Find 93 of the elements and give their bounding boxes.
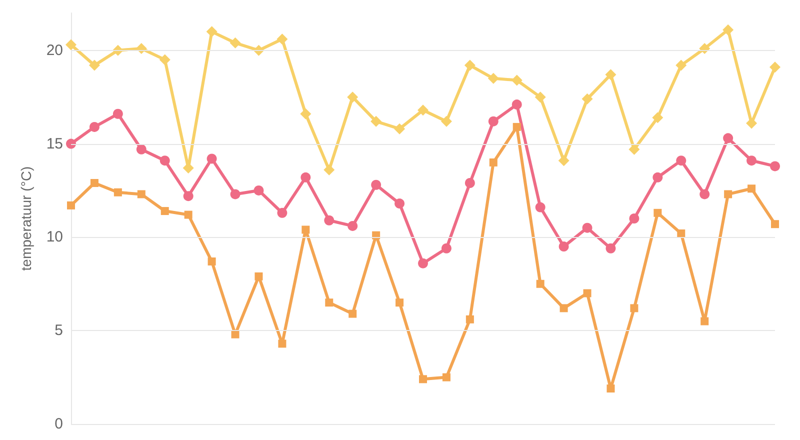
point: [324, 215, 334, 226]
point: [300, 172, 311, 182]
point: [90, 179, 98, 188]
point: [652, 172, 663, 182]
point: [206, 154, 217, 164]
point: [558, 155, 570, 166]
y-axis-title: temperatuur (°C): [18, 166, 34, 271]
y-tick-label: 10: [46, 228, 63, 246]
point: [466, 315, 474, 324]
point: [66, 39, 76, 50]
point: [394, 198, 405, 209]
point: [512, 122, 521, 131]
point: [396, 298, 404, 307]
point: [419, 375, 427, 384]
point: [512, 100, 522, 110]
point: [88, 60, 100, 71]
point: [347, 92, 358, 103]
point: [464, 60, 476, 71]
point: [770, 161, 780, 172]
point: [160, 207, 169, 216]
point: [606, 243, 616, 254]
point: [560, 304, 568, 312]
point: [418, 258, 428, 268]
point: [700, 317, 709, 326]
point: [418, 104, 428, 116]
point: [184, 210, 192, 219]
point: [441, 243, 452, 254]
y-tick-label: 15: [46, 135, 63, 152]
point: [394, 123, 406, 134]
point: [746, 156, 757, 166]
point: [67, 201, 75, 210]
point: [371, 180, 382, 190]
point: [302, 226, 310, 234]
point: [325, 298, 334, 307]
point: [206, 26, 218, 38]
point: [442, 373, 450, 382]
point: [440, 116, 452, 127]
point: [66, 138, 76, 149]
point: [652, 112, 664, 124]
point: [536, 280, 544, 288]
point: [700, 189, 710, 200]
point: [464, 178, 475, 188]
point: [582, 93, 593, 104]
point: [582, 222, 592, 233]
point: [630, 304, 638, 312]
point: [771, 220, 779, 228]
point: [278, 340, 286, 348]
point: [583, 289, 592, 298]
point: [770, 62, 780, 73]
point: [324, 164, 335, 176]
point: [606, 384, 615, 393]
point: [114, 188, 122, 196]
point: [605, 69, 616, 80]
point: [724, 190, 732, 198]
point: [230, 189, 240, 200]
point: [89, 122, 100, 132]
point: [488, 116, 498, 126]
point: [748, 184, 756, 193]
y-tick-label: 5: [54, 322, 63, 340]
point: [489, 158, 498, 166]
point: [722, 24, 734, 36]
point: [746, 118, 758, 129]
point: [676, 60, 687, 71]
point: [112, 108, 123, 119]
point: [677, 229, 686, 238]
point: [137, 190, 146, 198]
point: [160, 156, 170, 166]
point: [628, 144, 640, 155]
point: [208, 257, 216, 266]
point: [348, 220, 358, 231]
point: [558, 242, 569, 252]
point: [254, 185, 264, 196]
y-tick-label: 20: [46, 42, 63, 59]
point: [654, 208, 662, 217]
point: [676, 156, 686, 166]
point: [534, 92, 546, 103]
point: [277, 208, 288, 218]
point: [136, 144, 146, 154]
point: [488, 72, 499, 84]
point: [183, 191, 194, 202]
point: [535, 202, 546, 212]
point: [231, 330, 240, 338]
point: [159, 54, 170, 66]
y-tick-label: 0: [54, 416, 63, 432]
point: [629, 214, 640, 224]
point: [254, 272, 263, 280]
point: [723, 133, 734, 144]
point: [276, 34, 288, 45]
point: [300, 108, 312, 120]
point: [348, 310, 357, 318]
point: [230, 37, 241, 48]
point: [370, 116, 382, 127]
point: [511, 74, 522, 86]
